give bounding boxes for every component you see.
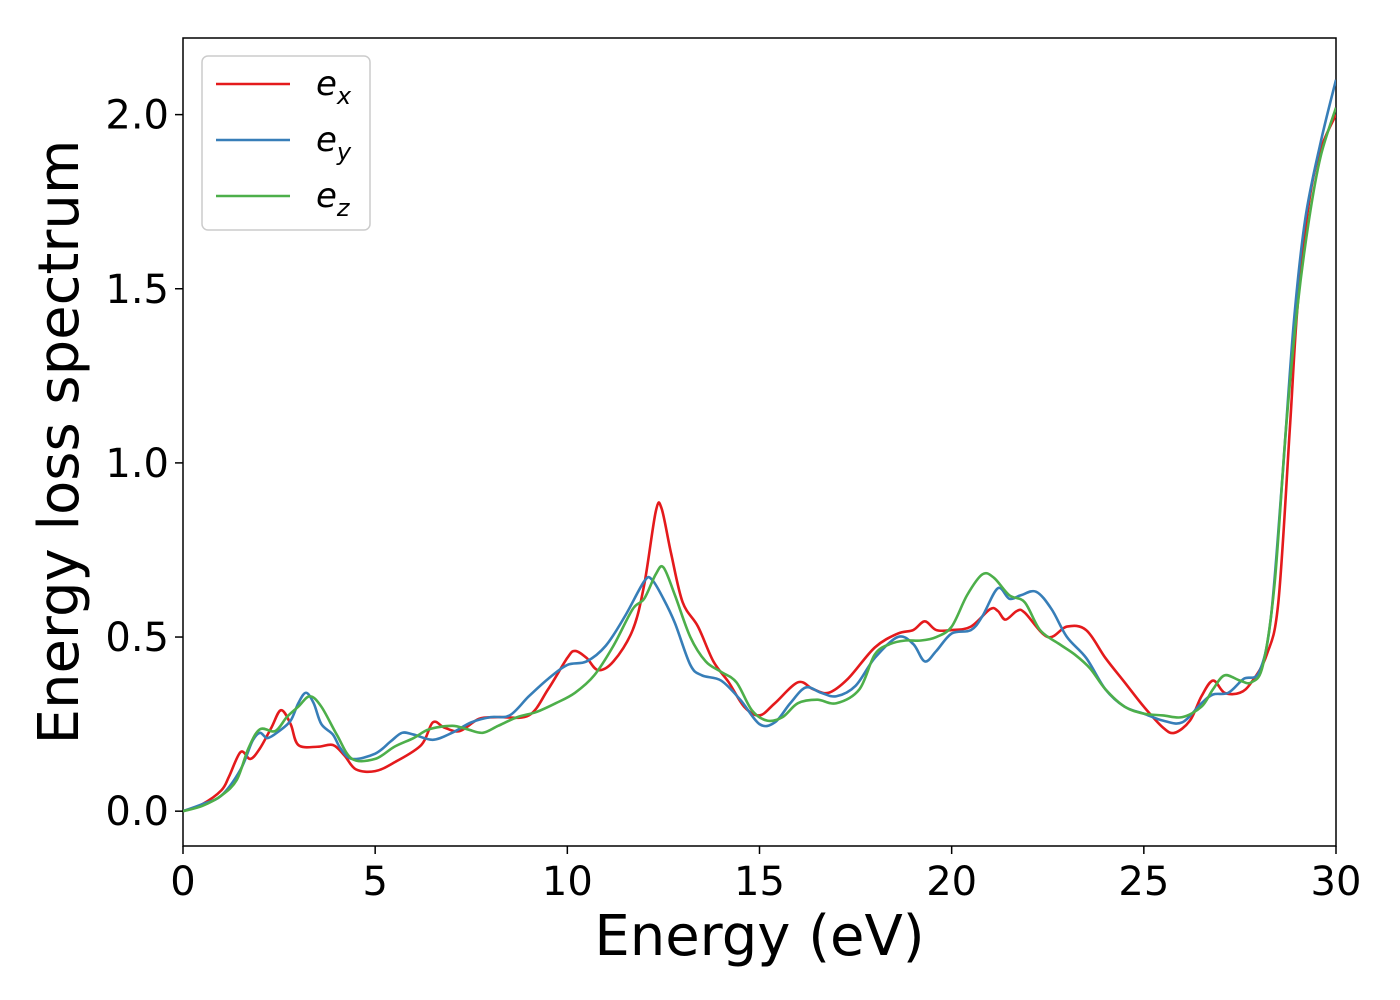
- y-axis-ticks: 0.0 0.5 1.0 1.5 2.0: [105, 93, 183, 835]
- y-tick-label: 1.5: [105, 267, 169, 313]
- legend-label-subscript: x: [336, 82, 352, 110]
- series-layer: [183, 79, 1336, 813]
- legend-label-ez: ez: [316, 176, 351, 222]
- x-tick-label: 20: [926, 859, 977, 905]
- series-line-ez: [183, 107, 1336, 813]
- x-tick-label: 5: [362, 859, 387, 905]
- x-tick-label: 15: [734, 859, 785, 905]
- y-tick-label: 0.5: [105, 615, 169, 661]
- y-tick-label: 0.0: [105, 789, 169, 835]
- x-tick-label: 25: [1118, 859, 1169, 905]
- legend-box: [201, 55, 371, 231]
- y-tick-label: 2.0: [105, 93, 169, 139]
- legend-label-subscript: y: [336, 138, 352, 166]
- legend-label-ex: ex: [316, 64, 352, 110]
- y-tick-label: 1.0: [105, 441, 169, 487]
- legend-label-ey: ey: [316, 120, 352, 166]
- legend-label-base: e: [316, 64, 337, 104]
- legend-label-subscript: z: [336, 194, 351, 222]
- series-line-ex: [183, 114, 1336, 813]
- x-tick-label: 0: [170, 859, 195, 905]
- x-tick-label: 30: [1311, 859, 1362, 905]
- x-axis-title: Energy (eV): [594, 904, 924, 969]
- series-line-ey: [183, 79, 1336, 813]
- x-axis-ticks: 0 5 10 15 20 25 30: [170, 846, 1361, 905]
- y-axis-title: Energy loss spectrum: [27, 140, 92, 745]
- legend-label-base: e: [316, 176, 337, 216]
- x-tick-label: 10: [542, 859, 593, 905]
- legend-label-base: e: [316, 120, 337, 160]
